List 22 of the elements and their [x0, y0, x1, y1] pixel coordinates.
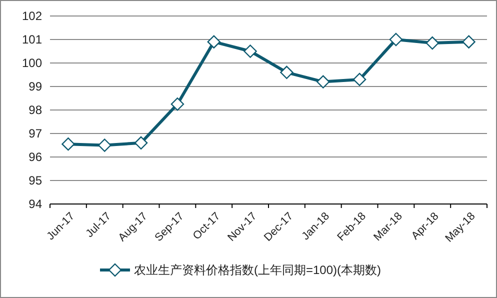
point: [280, 66, 294, 79]
y-tick-label: 97: [28, 126, 42, 141]
point: [462, 35, 476, 48]
point: [352, 72, 366, 86]
y-tick-label: 94: [28, 197, 42, 212]
y-tick-label: 95: [28, 174, 42, 188]
y-tick-label: 99: [28, 80, 42, 94]
point: [62, 137, 75, 151]
y-tick-label: 102: [22, 9, 42, 24]
point: [207, 35, 220, 48]
y-tick-label: 98: [28, 103, 42, 118]
y-tick-label: 96: [28, 150, 42, 164]
y-tick-label: 100: [22, 56, 42, 70]
point: [426, 36, 439, 50]
point: [316, 75, 330, 88]
y-tick-label: 101: [22, 32, 42, 47]
point: [134, 136, 148, 150]
point: [389, 32, 403, 46]
point: [98, 138, 112, 152]
legend-label: 农业生产资料价格指数(上年同期=100)(本期数): [134, 263, 382, 278]
point: [170, 98, 184, 111]
point: [244, 44, 257, 58]
